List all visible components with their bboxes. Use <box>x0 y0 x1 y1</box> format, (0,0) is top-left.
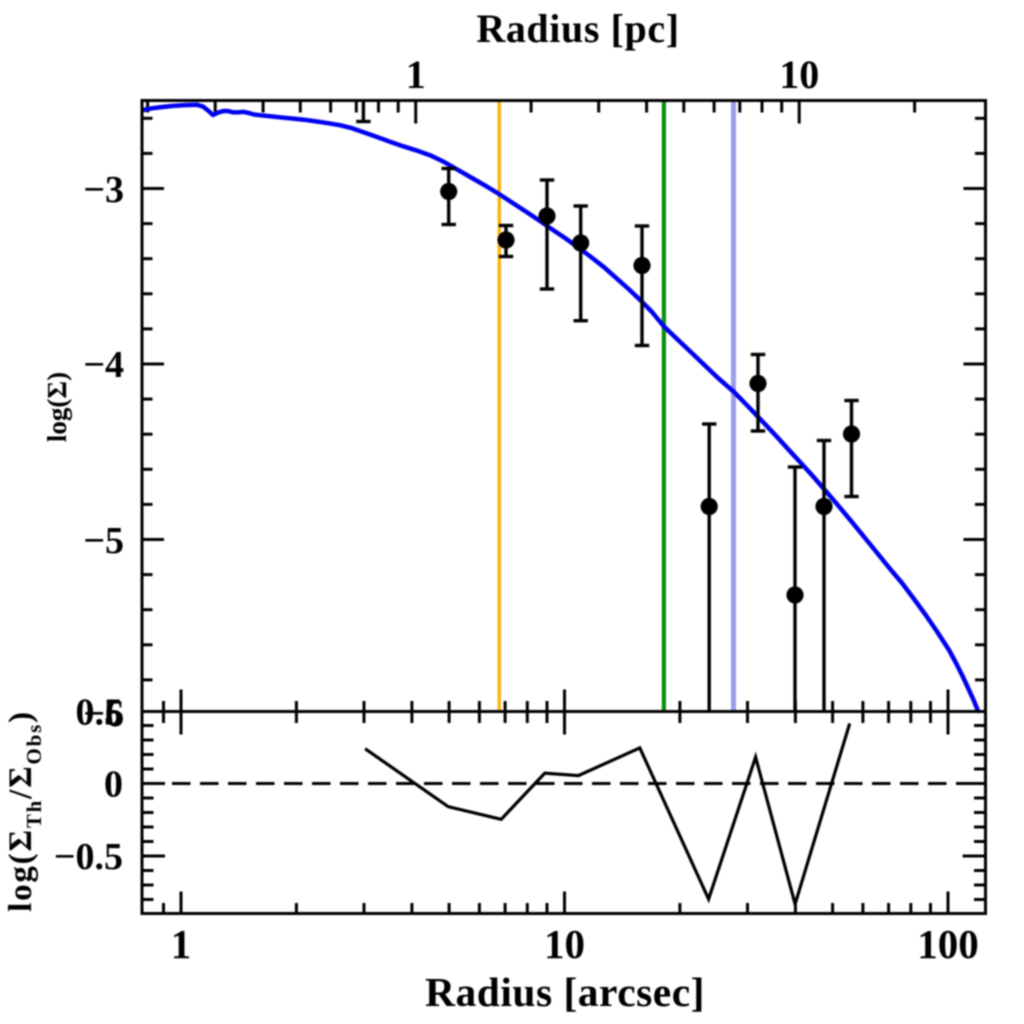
svg-text:Radius [pc]: Radius [pc] <box>476 6 679 51</box>
svg-text:1: 1 <box>406 52 426 97</box>
svg-text:10: 10 <box>544 921 585 967</box>
svg-text:−0.5: −0.5 <box>54 836 123 878</box>
svg-text:0.5: 0.5 <box>76 692 124 734</box>
svg-text:100: 100 <box>917 921 979 967</box>
svg-text:−4: −4 <box>83 344 124 386</box>
svg-text:−6: −6 <box>83 693 124 735</box>
svg-text:log(Σ): log(Σ) <box>42 372 72 442</box>
svg-text:1: 1 <box>171 921 192 967</box>
svg-text:−3: −3 <box>83 169 124 211</box>
svg-text:10: 10 <box>779 52 819 97</box>
svg-text:−5: −5 <box>83 520 124 562</box>
svg-text:Radius [arcsec]: Radius [arcsec] <box>425 969 705 1015</box>
svg-text:log(ΣTh/ΣObs): log(ΣTh/ΣObs) <box>3 710 46 912</box>
svg-text:0: 0 <box>104 764 123 806</box>
